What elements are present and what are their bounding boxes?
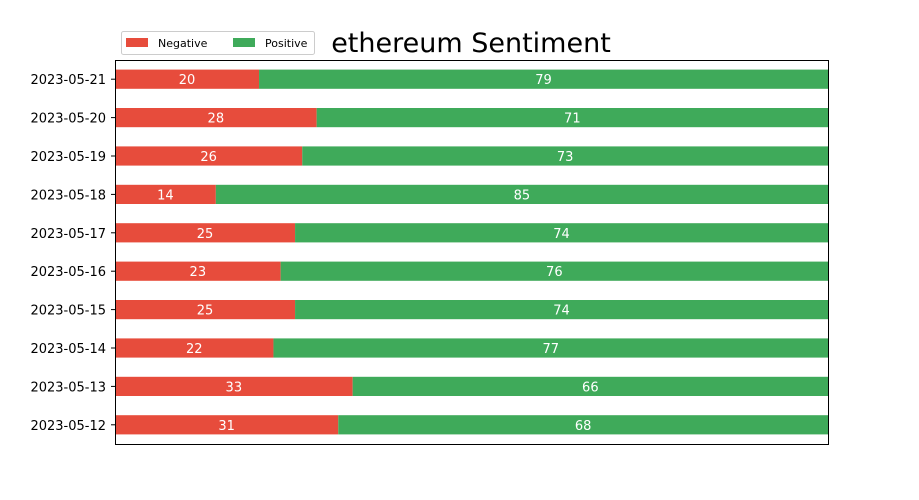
bar-positive-2023-05-20 <box>316 108 828 128</box>
bar-negative-2023-05-19 <box>115 146 303 166</box>
bar-label-positive-2023-05-17: 74 <box>553 227 570 242</box>
bar-negative-2023-05-18 <box>115 184 216 204</box>
legend-box <box>121 31 315 55</box>
legend: Negative Positive <box>121 31 315 55</box>
bar-label-negative-2023-05-21: 20 <box>179 73 196 88</box>
bar-negative-2023-05-12 <box>115 415 339 435</box>
y-tick-label-2023-05-17: 2023-05-17 <box>30 227 106 242</box>
bar-positive-2023-05-16 <box>280 261 828 281</box>
legend-swatch-positive <box>233 38 255 47</box>
bar-positive-2023-05-13 <box>352 376 828 396</box>
bar-label-positive-2023-05-13: 66 <box>582 380 599 395</box>
bar-negative-2023-05-17 <box>115 223 296 243</box>
y-tick-label-2023-05-12: 2023-05-12 <box>30 419 106 434</box>
bar-label-negative-2023-05-19: 26 <box>200 150 217 165</box>
bar-label-negative-2023-05-16: 23 <box>190 265 207 280</box>
bar-label-negative-2023-05-18: 14 <box>157 188 174 203</box>
y-tick-label-2023-05-14: 2023-05-14 <box>30 342 106 357</box>
bars-layer <box>115 69 829 435</box>
plot-frame <box>115 60 829 445</box>
bar-positive-2023-05-15 <box>295 300 828 320</box>
y-axis: 2023-05-12 2023-05-13 2023-05-14 2023-05-15… <box>30 73 115 434</box>
bar-label-negative-2023-05-13: 33 <box>226 380 243 395</box>
bar-label-positive-2023-05-20: 71 <box>564 112 581 127</box>
y-tick-label-2023-05-19: 2023-05-19 <box>30 150 106 165</box>
bar-positive-2023-05-18 <box>215 184 829 204</box>
bar-label-negative-2023-05-20: 28 <box>208 112 225 127</box>
bar-label-positive-2023-05-16: 76 <box>546 265 563 280</box>
bar-label-positive-2023-05-15: 74 <box>553 304 570 319</box>
bar-negative-2023-05-13 <box>115 376 353 396</box>
bar-positive-2023-05-21 <box>259 69 828 89</box>
bar-negative-2023-05-20 <box>115 108 317 128</box>
y-tick-label-2023-05-20: 2023-05-20 <box>30 112 106 127</box>
y-tick-label-2023-05-15: 2023-05-15 <box>30 304 106 319</box>
legend-label-positive: Positive <box>265 37 308 50</box>
bar-positive-2023-05-14 <box>273 338 828 358</box>
y-tick-label-2023-05-21: 2023-05-21 <box>30 73 106 88</box>
y-tick-label-2023-05-13: 2023-05-13 <box>30 380 106 395</box>
bar-label-positive-2023-05-18: 85 <box>514 188 531 203</box>
bar-positive-2023-05-17 <box>295 223 828 243</box>
legend-label-negative: Negative <box>158 37 208 50</box>
bar-label-negative-2023-05-15: 25 <box>197 304 214 319</box>
bar-negative-2023-05-16 <box>115 261 281 281</box>
bar-positive-2023-05-19 <box>302 146 828 166</box>
bar-labels-layer: 31 68 33 66 22 77 25 74 23 76 25 74 14 85 26 73 28 71 20 79 <box>157 73 598 434</box>
y-tick-label-2023-05-18: 2023-05-18 <box>30 188 106 203</box>
bar-label-negative-2023-05-17: 25 <box>197 227 214 242</box>
bar-label-positive-2023-05-14: 77 <box>542 342 559 357</box>
legend-swatch-negative <box>126 38 148 47</box>
bar-negative-2023-05-21 <box>115 69 260 89</box>
bar-negative-2023-05-14 <box>115 338 274 358</box>
bar-positive-2023-05-12 <box>338 415 828 435</box>
bar-label-positive-2023-05-21: 79 <box>535 73 552 88</box>
bar-label-positive-2023-05-19: 73 <box>557 150 574 165</box>
bar-negative-2023-05-15 <box>115 300 296 320</box>
bar-label-negative-2023-05-12: 31 <box>218 419 235 434</box>
chart-title: ethereum Sentiment <box>331 28 611 59</box>
bar-label-negative-2023-05-14: 22 <box>186 342 203 357</box>
y-tick-label-2023-05-16: 2023-05-16 <box>30 265 106 280</box>
bar-label-positive-2023-05-12: 68 <box>575 419 592 434</box>
